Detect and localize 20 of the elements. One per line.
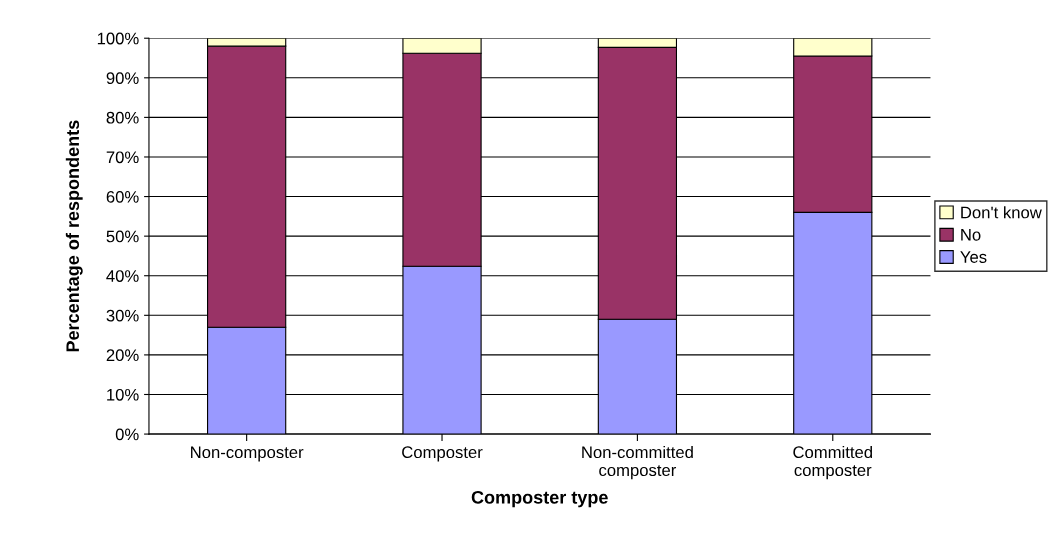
legend-label: Yes bbox=[960, 251, 987, 263]
legend-label: Don't know bbox=[961, 206, 1042, 219]
y-tick-label: 60% bbox=[106, 190, 139, 203]
x-tick-label: Non-composter bbox=[191, 446, 304, 462]
y-tick-label: 90% bbox=[106, 72, 139, 85]
y-tick-label: 80% bbox=[106, 111, 139, 124]
y-tick-label: 40% bbox=[106, 270, 139, 282]
y-tick-label: 30% bbox=[106, 309, 139, 322]
y-tick-label: 70% bbox=[106, 151, 139, 164]
y-tick-label: 10% bbox=[107, 388, 139, 401]
y-axis-title: Percentage of respondents bbox=[65, 120, 83, 352]
y-tick-label: 0% bbox=[115, 428, 139, 441]
y-tick-label: 100% bbox=[97, 32, 139, 45]
x-tick-label: Composter bbox=[402, 446, 483, 462]
y-tick-label: 20% bbox=[106, 349, 139, 362]
y-tick-label: 50% bbox=[106, 230, 139, 243]
x-tick-label: Committed composter bbox=[793, 445, 872, 480]
legend-label: No bbox=[961, 229, 981, 241]
x-axis-title: Composter type bbox=[471, 490, 608, 508]
x-tick-label: Non-committed composter bbox=[582, 445, 693, 480]
